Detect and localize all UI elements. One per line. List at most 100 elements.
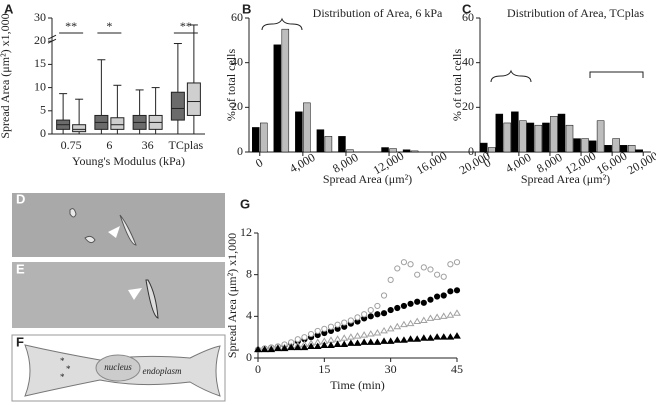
x-tick-label: TCplas bbox=[169, 138, 204, 152]
x-axis-label: Spread Area (μm²) bbox=[323, 172, 412, 186]
bar bbox=[519, 120, 527, 153]
point bbox=[373, 329, 382, 336]
bar bbox=[534, 124, 543, 153]
point bbox=[307, 342, 315, 350]
y-tick-label: 60 bbox=[462, 10, 474, 24]
point bbox=[374, 302, 381, 310]
point bbox=[347, 317, 354, 324]
bar bbox=[381, 147, 389, 153]
point bbox=[387, 276, 394, 283]
point bbox=[367, 313, 374, 320]
cell bbox=[69, 208, 137, 246]
point bbox=[346, 333, 355, 340]
point bbox=[419, 334, 428, 341]
y-tick-label: 20 bbox=[231, 99, 243, 113]
point bbox=[367, 306, 374, 314]
bar bbox=[588, 140, 597, 153]
point bbox=[373, 338, 382, 345]
point bbox=[427, 296, 434, 303]
point bbox=[434, 293, 441, 300]
panel-letter: D bbox=[16, 191, 25, 206]
point bbox=[413, 317, 422, 325]
point bbox=[413, 335, 422, 342]
x-tick-label: 0 bbox=[253, 155, 265, 170]
bar bbox=[612, 138, 620, 153]
point bbox=[333, 340, 342, 347]
point bbox=[380, 310, 388, 317]
y-tick-label: 0 bbox=[237, 144, 243, 158]
bar bbox=[252, 127, 260, 153]
bar bbox=[316, 129, 325, 153]
point bbox=[439, 312, 448, 319]
y-tick-label: 0 bbox=[246, 350, 252, 364]
panel-letter: A bbox=[4, 1, 14, 16]
bar bbox=[281, 28, 290, 153]
x-axis-label: Young's Modulus (kPa) bbox=[72, 154, 185, 168]
point bbox=[334, 321, 341, 328]
y-tick-label: 5 bbox=[40, 103, 46, 117]
point bbox=[280, 344, 289, 352]
cell bbox=[145, 279, 159, 319]
point bbox=[267, 345, 276, 353]
x-tick-label: 20,000 bbox=[625, 149, 656, 178]
x-tick-label: 0 bbox=[255, 362, 261, 376]
y-tick-label: 12 bbox=[240, 225, 252, 239]
significance: * bbox=[106, 19, 112, 33]
x-axis-label: Time (min) bbox=[330, 378, 385, 392]
point bbox=[366, 330, 375, 337]
point bbox=[433, 333, 441, 340]
point bbox=[293, 343, 302, 351]
point bbox=[434, 271, 441, 278]
point bbox=[387, 306, 394, 314]
bracket bbox=[589, 71, 644, 78]
bar bbox=[402, 149, 411, 153]
bar bbox=[346, 149, 354, 153]
point bbox=[394, 265, 401, 272]
point bbox=[301, 334, 308, 341]
bar bbox=[480, 142, 488, 153]
point bbox=[446, 311, 455, 318]
point bbox=[260, 345, 269, 353]
point bbox=[453, 287, 461, 294]
point bbox=[386, 324, 395, 332]
axis-break bbox=[47, 34, 57, 44]
brace bbox=[261, 17, 303, 31]
y-tick-label: 4 bbox=[246, 308, 252, 322]
bar bbox=[604, 145, 612, 153]
point bbox=[327, 323, 335, 330]
x-tick-label: 16,000 bbox=[414, 149, 450, 178]
y-tick-label: 20 bbox=[462, 99, 474, 113]
point bbox=[406, 335, 415, 342]
x-tick-label: 45 bbox=[451, 362, 463, 376]
point bbox=[453, 259, 461, 266]
point bbox=[307, 330, 315, 338]
chart-title: Distribution of Area, 6 kPa bbox=[313, 6, 443, 20]
point bbox=[346, 339, 355, 346]
point bbox=[380, 337, 388, 344]
bar bbox=[273, 44, 282, 153]
y-axis-label: % of total cells bbox=[224, 49, 238, 122]
point bbox=[420, 299, 427, 306]
point bbox=[433, 313, 441, 320]
x-tick-label: 16,000 bbox=[594, 149, 630, 178]
point bbox=[407, 261, 414, 268]
x-tick-label: 36 bbox=[142, 138, 154, 152]
point bbox=[341, 319, 348, 326]
point bbox=[393, 322, 402, 330]
point bbox=[380, 326, 388, 334]
point bbox=[453, 309, 461, 316]
point bbox=[360, 338, 369, 345]
point bbox=[314, 327, 321, 335]
point bbox=[393, 336, 402, 343]
significance: ** bbox=[180, 19, 192, 33]
y-tick-label: 0 bbox=[40, 126, 46, 140]
significance: ** bbox=[65, 19, 77, 33]
point bbox=[420, 264, 427, 271]
bar bbox=[511, 111, 519, 153]
y-tick-label: 60 bbox=[231, 10, 243, 24]
y-axis-label: % of total cells bbox=[450, 49, 464, 122]
x-tick-label: 4,000 bbox=[287, 150, 317, 176]
point bbox=[400, 259, 408, 266]
point bbox=[374, 311, 381, 318]
